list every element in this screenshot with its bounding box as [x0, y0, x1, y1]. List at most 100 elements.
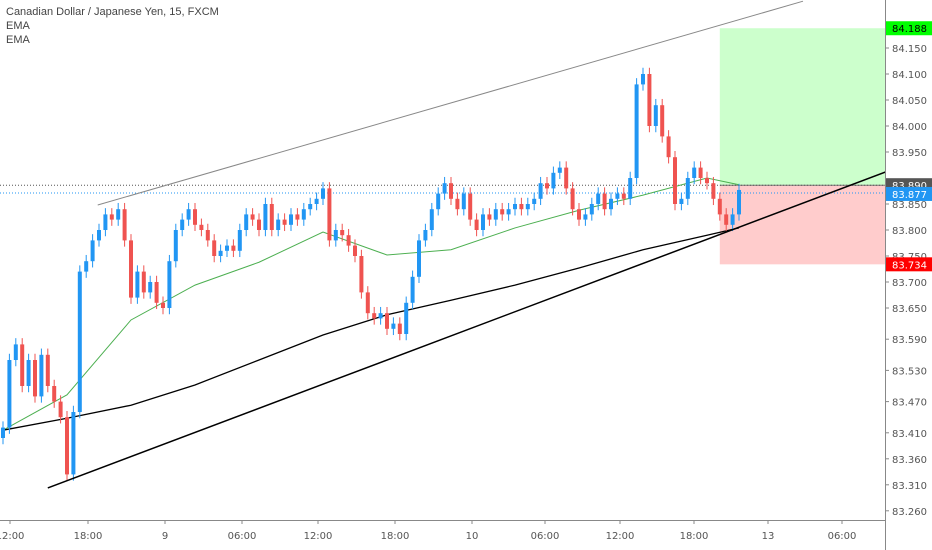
candle — [621, 187, 626, 206]
ema-fast-line — [2, 177, 740, 431]
candle-body — [532, 198, 537, 204]
candle — [397, 317, 402, 341]
candle — [417, 234, 421, 284]
profit-zone — [719, 28, 885, 186]
candle-body — [250, 214, 255, 220]
price-tick-label: 83.950 — [892, 148, 927, 159]
candle — [653, 98, 658, 133]
candle-body — [167, 261, 172, 308]
candle-body — [269, 204, 274, 230]
candle-body — [500, 209, 505, 215]
candle — [532, 192, 537, 211]
crosshair-price-label: 83.890 — [892, 181, 927, 192]
candle-body — [673, 157, 677, 204]
candle — [52, 379, 57, 408]
candle-body — [84, 261, 89, 272]
candle — [263, 197, 268, 237]
candle — [685, 171, 690, 206]
candle — [711, 176, 716, 206]
symbol-title: Canadian Dollar / Japanese Yen, 15, FXCM — [6, 6, 219, 18]
candle — [340, 223, 345, 242]
candle — [282, 213, 287, 232]
candle — [333, 223, 338, 247]
indicator-ema-fast[interactable]: EMA — [6, 20, 30, 32]
candle-body — [346, 235, 351, 246]
candle — [481, 208, 485, 237]
candle — [455, 192, 460, 216]
time-tick-label: 9 — [162, 531, 168, 542]
candle — [218, 244, 223, 263]
candle-body — [596, 193, 601, 204]
price-tick-label: 83.360 — [892, 455, 927, 466]
candle-body — [417, 240, 421, 277]
candle-body — [602, 193, 607, 210]
candle — [346, 228, 351, 252]
price-tick-label: 84.150 — [892, 44, 927, 55]
candle — [506, 202, 511, 221]
candle-body — [449, 183, 453, 199]
candle-body — [570, 188, 575, 210]
candle — [90, 234, 95, 268]
candle — [1, 421, 5, 445]
price-tick-label: 83.700 — [892, 278, 927, 289]
candle-body — [679, 198, 684, 204]
candle-body — [724, 214, 729, 225]
candle-body — [698, 167, 703, 178]
candle — [698, 161, 703, 185]
candle — [205, 223, 210, 247]
trendline — [97, 0, 804, 206]
candle-body — [487, 214, 492, 220]
candle-body — [404, 302, 409, 334]
candle-body — [474, 219, 479, 230]
candle-body — [577, 209, 581, 220]
indicator-ema-slow[interactable]: EMA — [6, 34, 30, 46]
candle-body — [365, 292, 370, 314]
candle-body — [397, 323, 402, 334]
candle-body — [525, 204, 530, 210]
candle — [257, 213, 261, 237]
candle-body — [109, 214, 114, 220]
candle — [129, 234, 133, 304]
chart-legend: Canadian Dollar / Japanese Yen, 15, FXCM… — [6, 5, 219, 47]
candle — [314, 192, 319, 211]
ema-slow-line — [2, 227, 740, 431]
candle — [173, 223, 178, 268]
candle-body — [391, 323, 396, 329]
candle — [244, 208, 249, 237]
candle-body — [154, 282, 159, 303]
candle-body — [685, 178, 690, 199]
candle — [84, 254, 89, 278]
candle — [308, 197, 313, 216]
candle — [250, 208, 255, 226]
candle-body — [737, 189, 741, 215]
candle-body — [436, 193, 441, 210]
candle — [295, 208, 300, 226]
candle — [679, 192, 684, 211]
candle — [122, 202, 127, 247]
price-tick-label: 84.100 — [892, 70, 927, 81]
candle — [660, 98, 665, 143]
candle — [609, 192, 613, 216]
candle-body — [461, 193, 466, 210]
candle — [13, 338, 18, 367]
candle-body — [583, 214, 588, 220]
candle — [116, 202, 121, 226]
time-tick-label: 12:00 — [304, 531, 333, 542]
candle-body — [135, 271, 140, 298]
candle-body — [353, 245, 357, 256]
candle — [602, 187, 607, 216]
candle — [513, 197, 517, 216]
candle — [193, 202, 197, 232]
candle-body — [186, 209, 191, 220]
target-price-label-bg — [886, 21, 932, 36]
candle — [717, 192, 722, 221]
last-price-label: 83.877 — [892, 190, 927, 201]
candle-body — [359, 256, 364, 293]
candle-body — [225, 245, 229, 251]
candle-body — [717, 198, 722, 215]
candle — [404, 296, 409, 341]
stop-price-label: 83.734 — [892, 260, 927, 271]
stop-price-label-bg — [886, 257, 932, 272]
candle — [666, 130, 671, 164]
